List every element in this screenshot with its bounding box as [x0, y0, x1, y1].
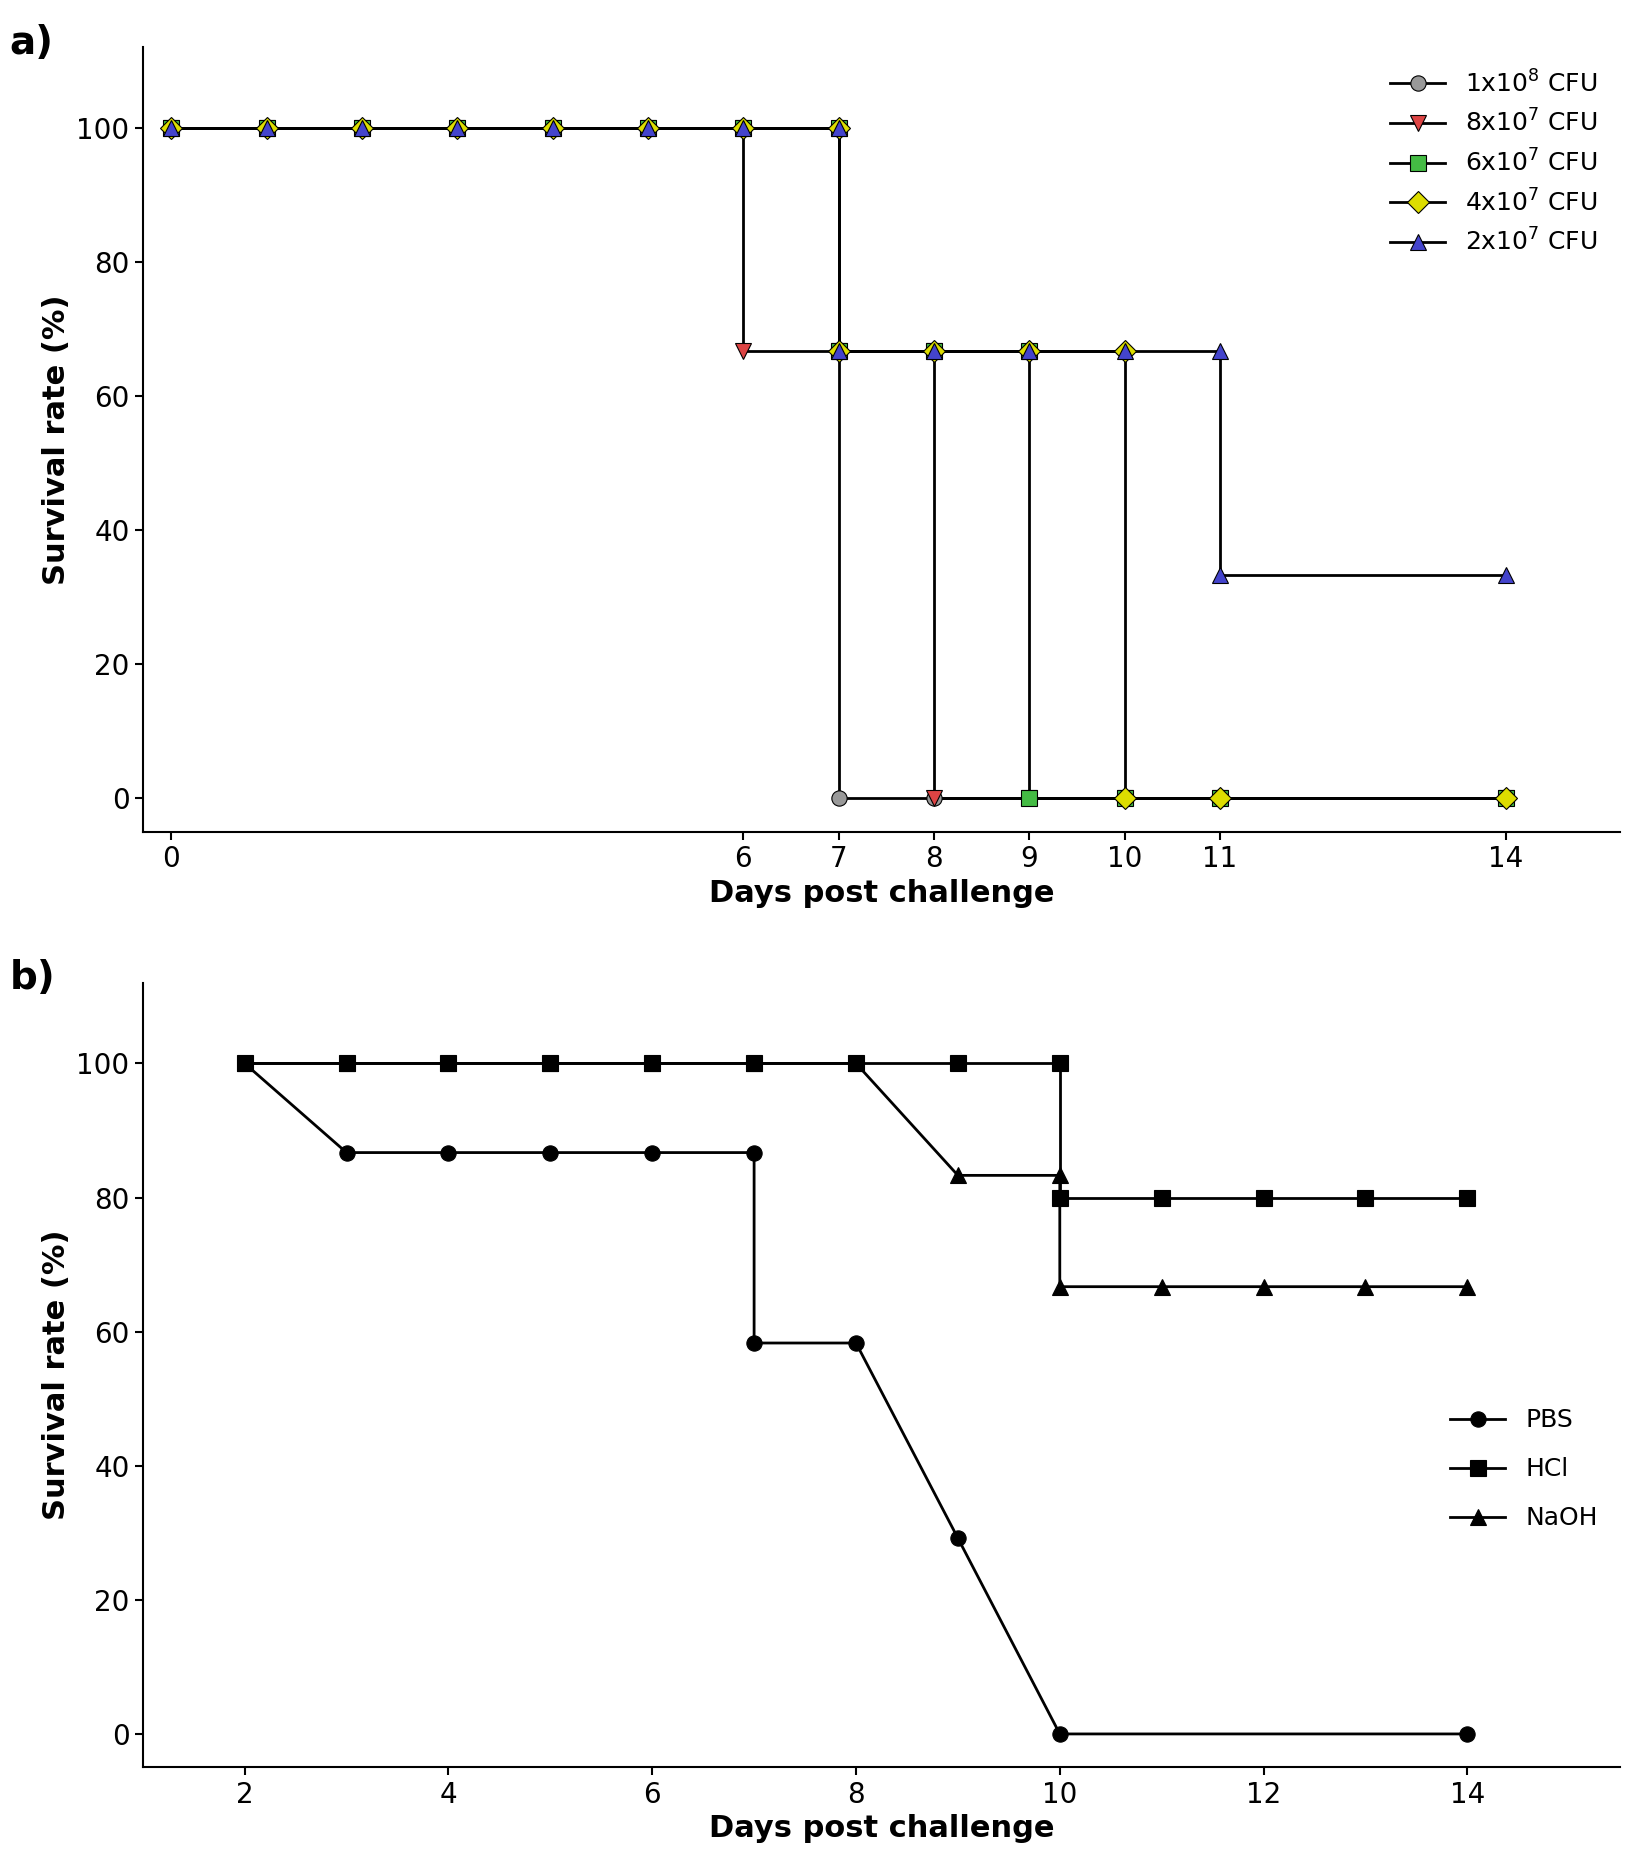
Y-axis label: Survival rate (%): Survival rate (%)	[41, 294, 71, 586]
Legend: 1x10$^8$ CFU, 8x10$^7$ CFU, 6x10$^7$ CFU, 4x10$^7$ CFU, 2x10$^7$ CFU: 1x10$^8$ CFU, 8x10$^7$ CFU, 6x10$^7$ CFU…	[1381, 60, 1608, 266]
Text: b): b)	[10, 960, 56, 997]
X-axis label: Days post challenge: Days post challenge	[709, 1815, 1055, 1843]
Legend: PBS, HCl, NaOH: PBS, HCl, NaOH	[1440, 1398, 1608, 1540]
Y-axis label: Survival rate (%): Survival rate (%)	[41, 1229, 71, 1521]
Text: a): a)	[10, 24, 54, 62]
X-axis label: Days post challenge: Days post challenge	[709, 879, 1055, 907]
